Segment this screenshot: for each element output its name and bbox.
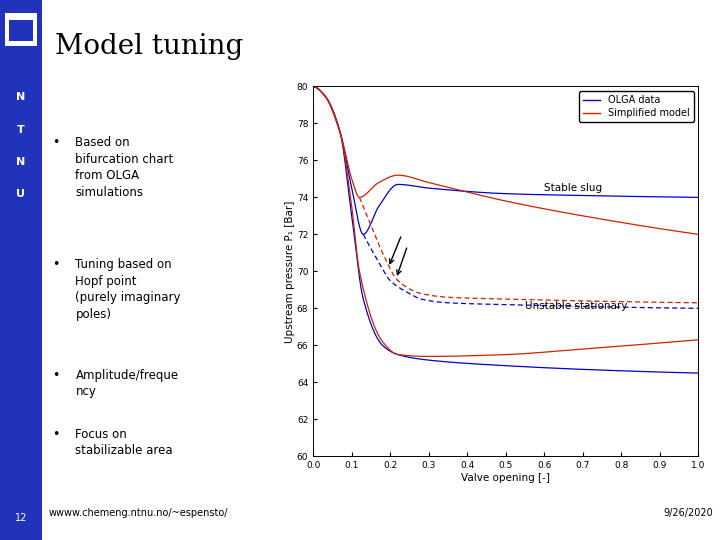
Text: Based on
bifurcation chart
from OLGA
simulations: Based on bifurcation chart from OLGA sim… xyxy=(76,136,174,199)
Text: N: N xyxy=(17,157,25,167)
Bar xyxy=(5,13,37,46)
Text: N: N xyxy=(17,92,25,102)
Text: Tuning based on
Hopf point
(purely imaginary
poles): Tuning based on Hopf point (purely imagi… xyxy=(76,258,181,321)
Text: wwww.chemeng.ntnu.no/~espensto/: wwww.chemeng.ntnu.no/~espensto/ xyxy=(48,508,228,518)
Text: 12: 12 xyxy=(14,514,27,523)
Text: Model tuning: Model tuning xyxy=(55,33,243,60)
Text: Focus on
stabilizable area: Focus on stabilizable area xyxy=(76,428,173,457)
Y-axis label: Upstream pressure P₁ [Bar]: Upstream pressure P₁ [Bar] xyxy=(285,200,295,342)
Text: T: T xyxy=(17,125,24,134)
Text: •: • xyxy=(52,136,60,149)
Text: U: U xyxy=(17,190,25,199)
Legend: OLGA data, Simplified model: OLGA data, Simplified model xyxy=(579,91,693,122)
Text: Stable slug: Stable slug xyxy=(544,183,603,193)
Text: •: • xyxy=(52,369,60,382)
Text: •: • xyxy=(52,428,60,441)
Text: 9/26/2020: 9/26/2020 xyxy=(663,508,714,518)
Text: Amplitude/freque
ncy: Amplitude/freque ncy xyxy=(76,369,179,399)
Text: Unstable stationary: Unstable stationary xyxy=(525,301,627,310)
Text: •: • xyxy=(52,258,60,272)
Bar xyxy=(9,19,32,40)
X-axis label: Valve opening [-]: Valve opening [-] xyxy=(462,473,550,483)
